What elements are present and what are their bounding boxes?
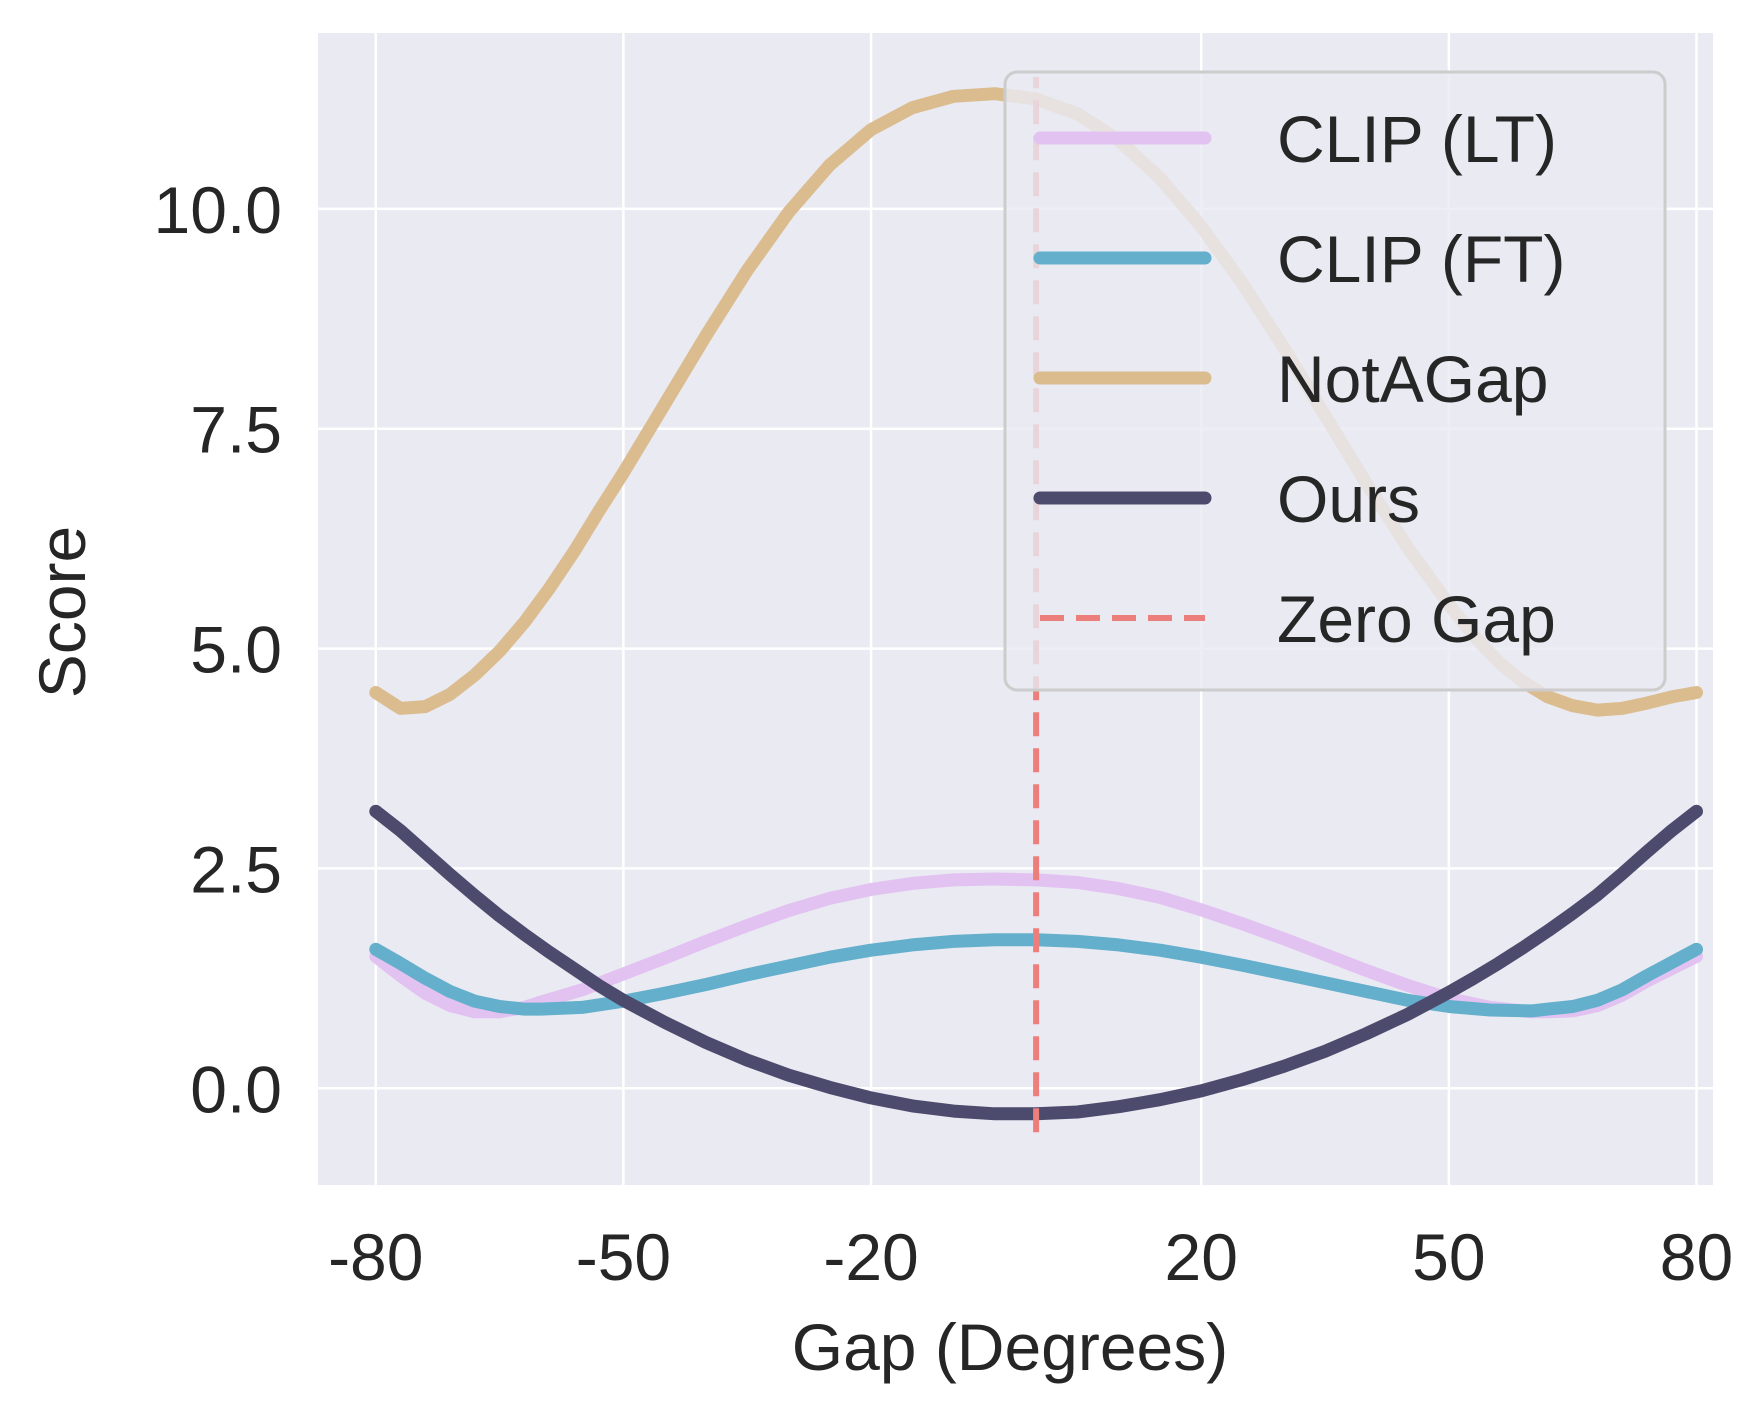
y-tick-label: 5.0 — [190, 613, 282, 687]
y-tick-label: 0.0 — [190, 1052, 282, 1126]
tick-labels: -80 -50 -20 20 50 80 0.0 2.5 5.0 7.5 10.0 — [154, 173, 1734, 1294]
y-axis-label: Score — [25, 526, 99, 698]
x-axis-label: Gap (Degrees) — [792, 1310, 1229, 1384]
legend-label-clip-lt: CLIP (LT) — [1277, 102, 1557, 176]
y-tick-label: 2.5 — [190, 832, 282, 906]
x-tick-label: -80 — [328, 1220, 423, 1294]
legend-label-notagap: NotAGap — [1277, 342, 1548, 416]
y-tick-label: 7.5 — [190, 393, 282, 467]
legend-label-clip-ft: CLIP (FT) — [1277, 222, 1565, 296]
x-tick-label: 80 — [1660, 1220, 1733, 1294]
legend: CLIP (LT) CLIP (FT) NotAGap Ours Zero Gap — [1003, 70, 1667, 692]
legend-frame — [1003, 70, 1667, 692]
x-tick-label: 20 — [1165, 1220, 1238, 1294]
legend-label-zero-gap: Zero Gap — [1277, 582, 1556, 656]
y-tick-label: 10.0 — [154, 173, 282, 247]
x-tick-label: 50 — [1412, 1220, 1485, 1294]
legend-label-ours: Ours — [1277, 462, 1420, 536]
x-tick-label: -20 — [823, 1220, 918, 1294]
x-tick-label: -50 — [576, 1220, 671, 1294]
